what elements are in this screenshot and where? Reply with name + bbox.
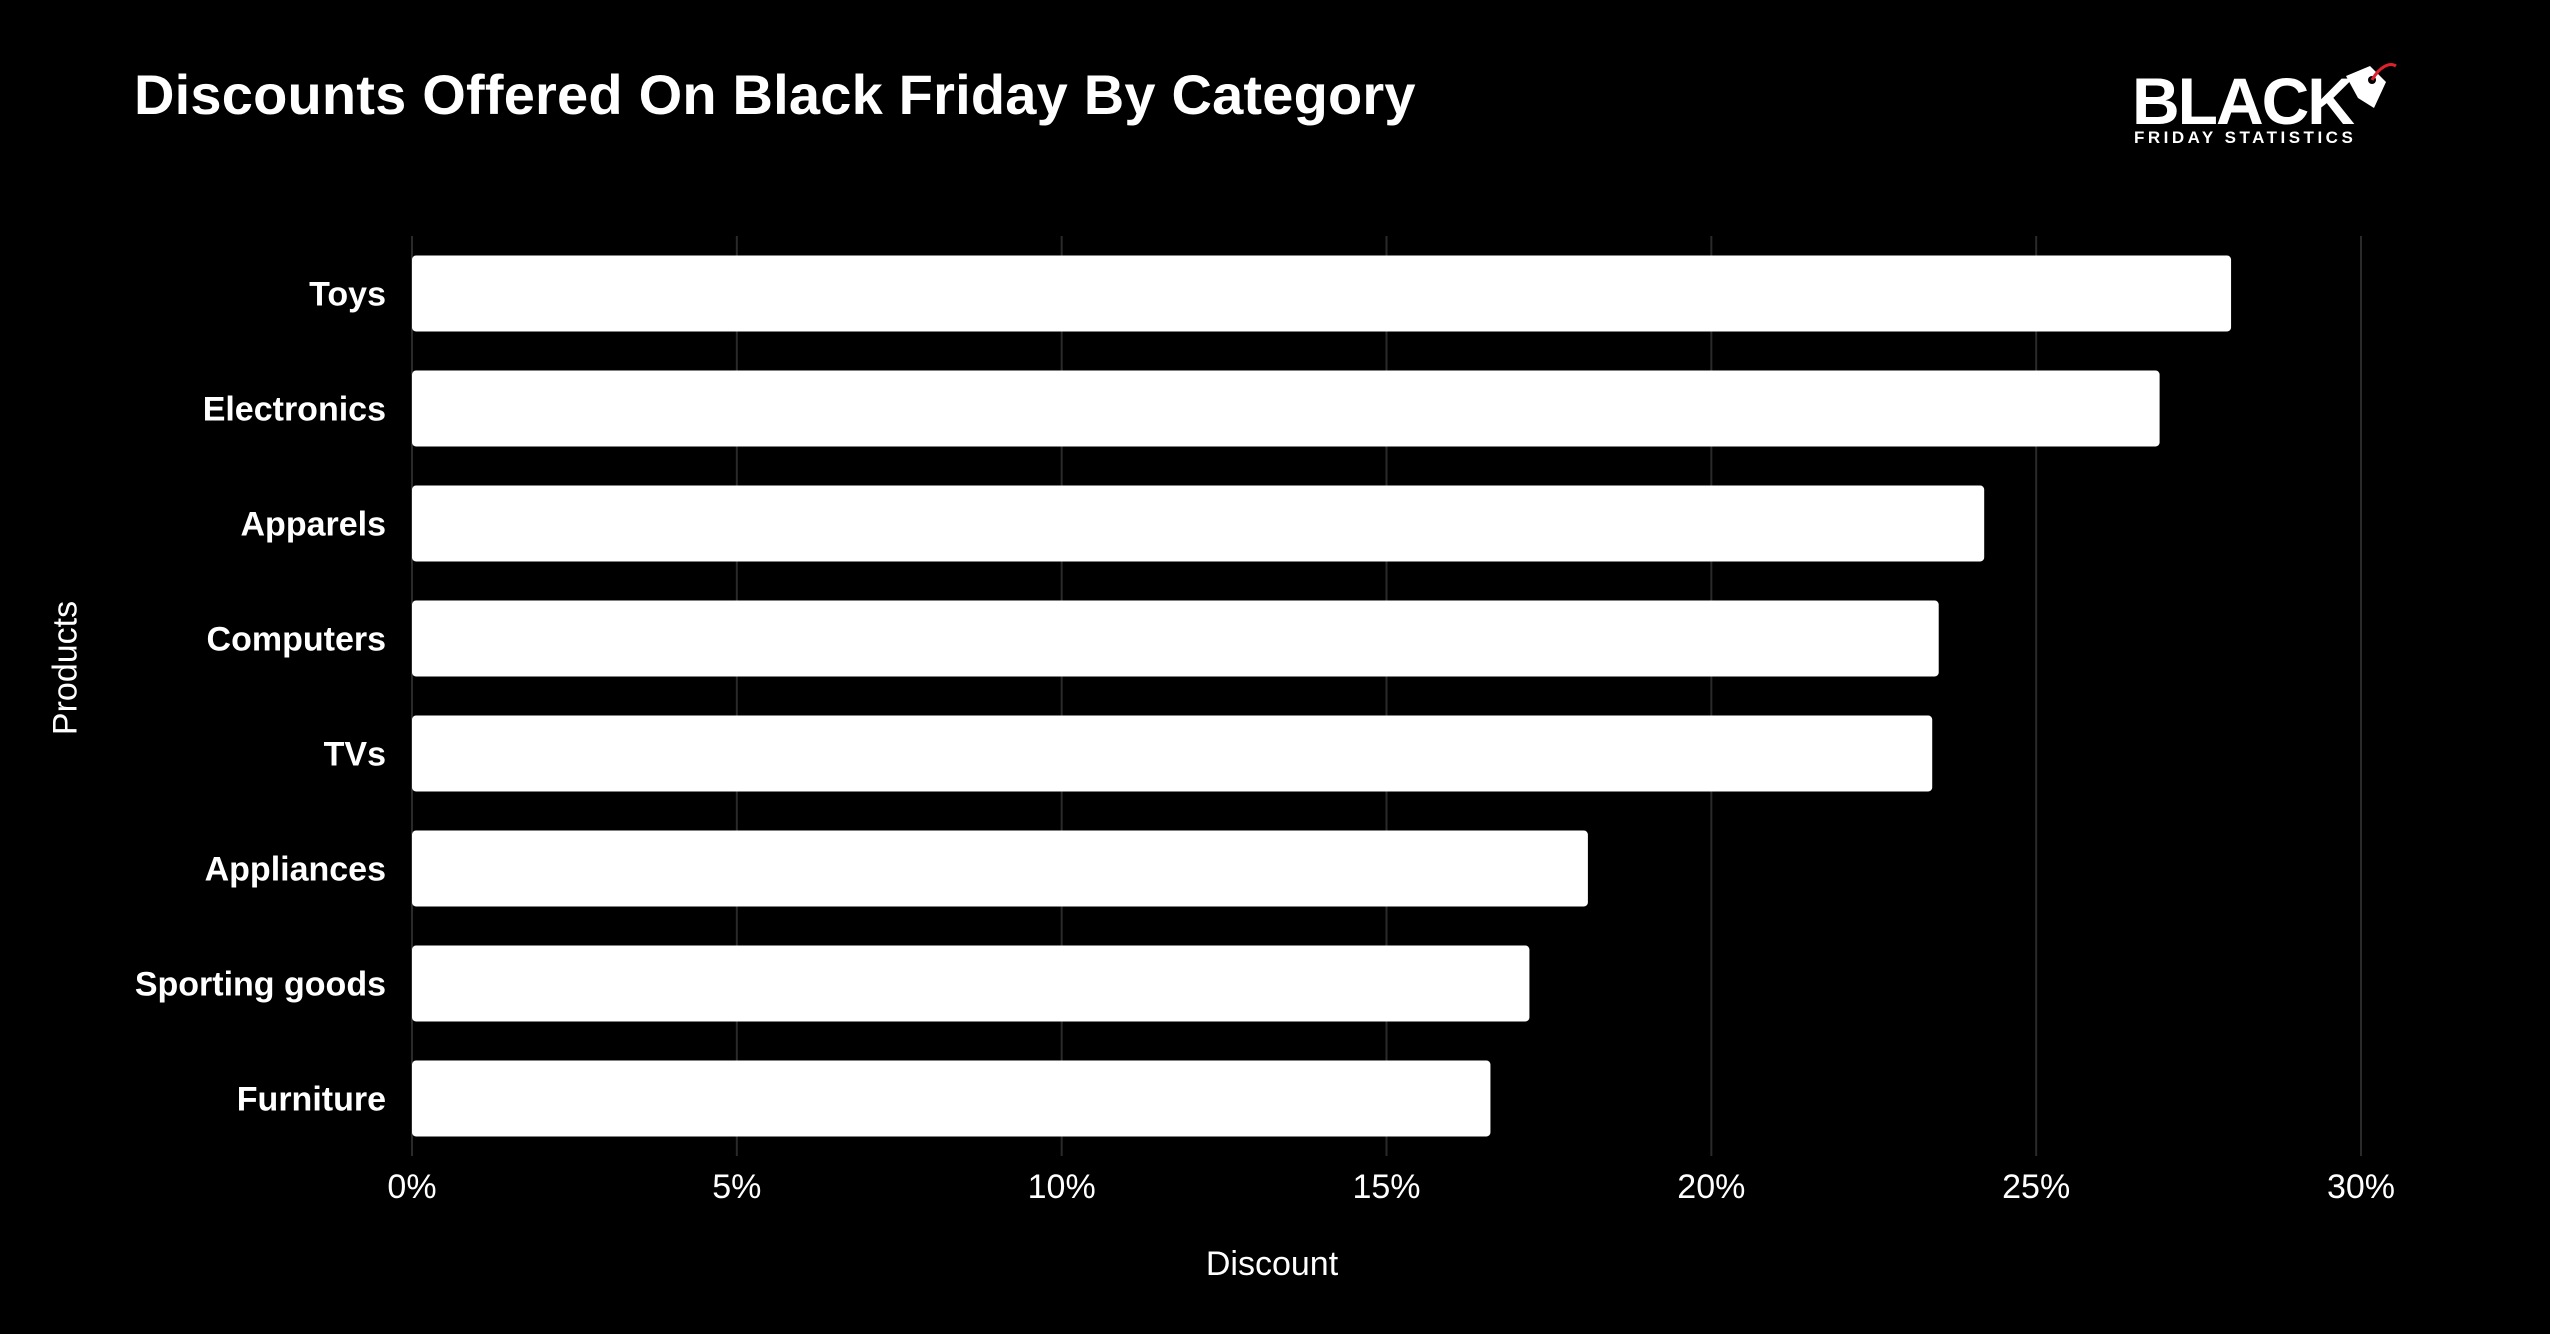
category-labels: Toys Electronics Apparels Computers TVs Appli…	[135, 276, 386, 1119]
x-tick-label: 20%	[1677, 1168, 1745, 1206]
bar	[412, 830, 1588, 907]
logo-wordmark: BLACK	[2132, 64, 2355, 138]
bars	[412, 255, 2232, 1137]
bar	[412, 485, 1985, 562]
category-label: Sporting goods	[135, 966, 386, 1004]
bar	[412, 255, 2232, 332]
black-friday-statistics-logo: BLACK FRIDAY STATISTICS	[2132, 58, 2402, 158]
category-label: Furniture	[237, 1081, 386, 1119]
category-label: TVs	[324, 736, 386, 774]
price-tag-icon	[2346, 63, 2397, 108]
x-tick-labels: 0% 5% 10% 15% 20% 25% 30%	[387, 1168, 2395, 1206]
category-label: Electronics	[203, 391, 386, 429]
chart-title: Discounts Offered On Black Friday By Cat…	[134, 63, 1416, 126]
bar	[412, 945, 1530, 1022]
x-tick-label: 25%	[2002, 1168, 2070, 1206]
bar	[412, 600, 1939, 677]
bar	[412, 370, 2160, 447]
x-tick-label: 0%	[387, 1168, 436, 1206]
category-label: Appliances	[205, 851, 386, 889]
x-tick-label: 10%	[1028, 1168, 1096, 1206]
x-tick-label: 30%	[2327, 1168, 2395, 1206]
logo-subtitle: FRIDAY STATISTICS	[2134, 128, 2357, 147]
x-tick-label: 15%	[1352, 1168, 1420, 1206]
bar	[412, 715, 1933, 792]
category-label: Apparels	[241, 506, 387, 544]
x-axis-title: Discount	[1205, 1245, 1339, 1283]
x-tick-label: 5%	[712, 1168, 761, 1206]
category-label: Computers	[207, 621, 386, 659]
bar	[412, 1060, 1491, 1137]
category-label: Toys	[309, 276, 386, 314]
